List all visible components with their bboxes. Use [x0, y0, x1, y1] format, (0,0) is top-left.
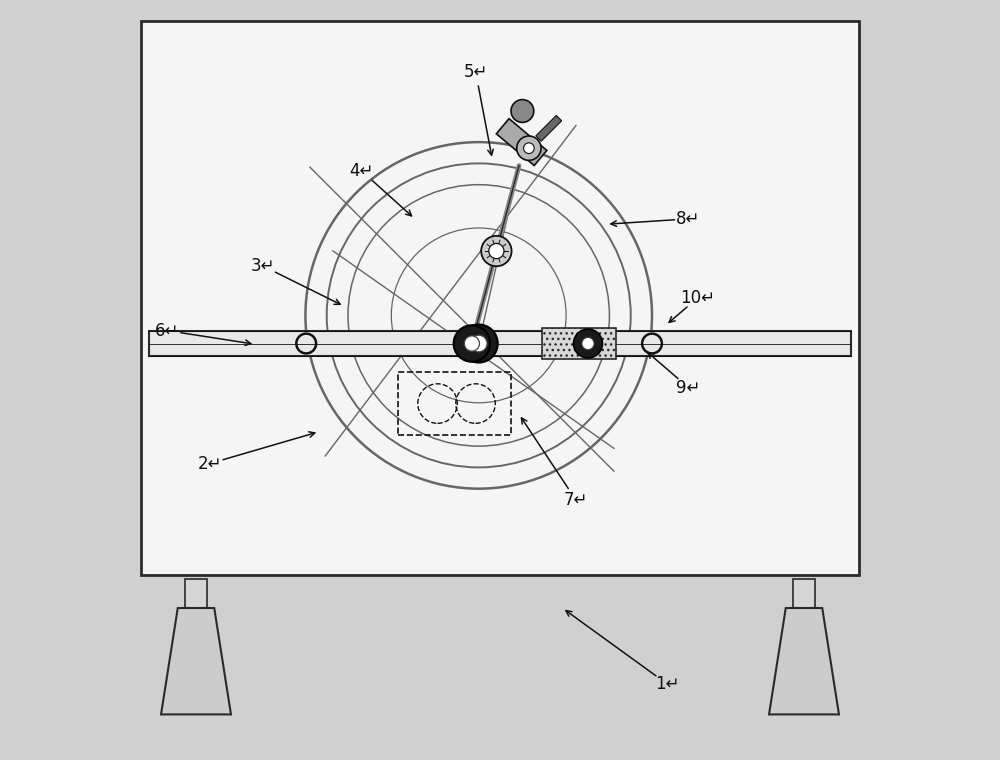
Circle shape — [582, 337, 594, 350]
Circle shape — [470, 335, 487, 352]
Text: 2↵: 2↵ — [197, 454, 222, 473]
Circle shape — [464, 336, 479, 351]
Polygon shape — [161, 608, 231, 714]
Text: 6↵: 6↵ — [155, 321, 179, 340]
Bar — [185, 579, 207, 610]
Bar — [149, 331, 851, 356]
Bar — [141, 21, 859, 575]
Circle shape — [489, 243, 504, 258]
Text: 3↵: 3↵ — [251, 257, 275, 275]
Text: 10↵: 10↵ — [680, 289, 715, 307]
Polygon shape — [769, 608, 839, 714]
Bar — [542, 328, 616, 359]
Text: 9↵: 9↵ — [676, 378, 701, 397]
Bar — [793, 579, 815, 610]
Text: 7↵: 7↵ — [564, 491, 588, 509]
Bar — [536, 116, 562, 141]
Circle shape — [460, 325, 498, 363]
Text: 5↵: 5↵ — [463, 63, 488, 81]
Bar — [398, 372, 511, 435]
Bar — [496, 119, 547, 166]
Circle shape — [454, 325, 490, 362]
Circle shape — [511, 100, 534, 122]
Text: 8↵: 8↵ — [676, 210, 701, 228]
Circle shape — [481, 236, 512, 266]
Circle shape — [517, 136, 541, 160]
Text: 4↵: 4↵ — [349, 162, 374, 180]
Text: 1↵: 1↵ — [655, 675, 679, 693]
Circle shape — [574, 329, 602, 358]
Circle shape — [524, 143, 534, 154]
